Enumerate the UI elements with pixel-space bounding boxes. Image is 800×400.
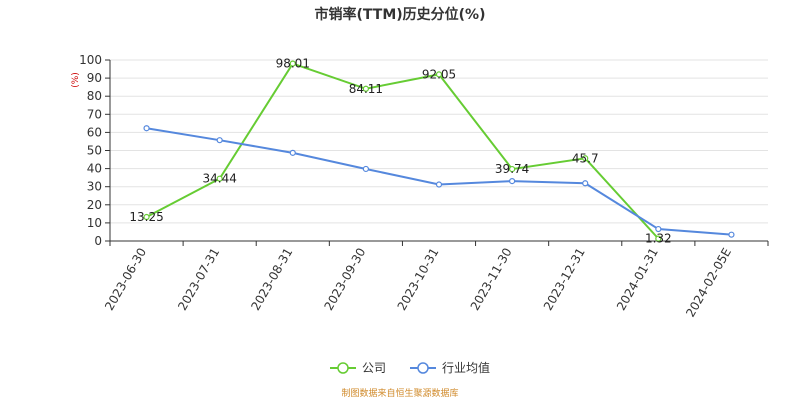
grid-lines — [110, 59, 768, 242]
x-tick-label: 2023-09-30 — [321, 246, 368, 313]
data-point — [362, 165, 369, 173]
data-point — [655, 225, 662, 233]
data-label: 34.44 — [202, 172, 236, 186]
data-label: 1.32 — [645, 232, 672, 246]
y-tick-label: 30 — [87, 180, 102, 194]
x-tick-label: 2024-02-05E — [683, 246, 734, 320]
data-point — [509, 165, 516, 173]
data-label: 92.05 — [422, 67, 456, 81]
x-tick-label: 2023-06-30 — [102, 246, 149, 313]
legend-label: 公司 — [362, 361, 386, 375]
legend-swatch-marker — [337, 362, 349, 374]
legend: 公司 行业均值 — [330, 360, 490, 375]
data-point — [435, 181, 443, 188]
data-point — [289, 60, 296, 67]
y-tick-label: 40 — [87, 162, 102, 176]
data-point — [435, 71, 443, 78]
y-axis-unit: (%) — [71, 72, 81, 88]
series-line — [146, 62, 660, 240]
y-tick-label: 60 — [87, 125, 102, 139]
x-tick-label: 2023-07-31 — [175, 246, 222, 313]
data-point — [143, 213, 150, 221]
x-tick-label: 2023-08-31 — [248, 246, 295, 313]
x-tick-label: 2023-12-31 — [541, 246, 588, 313]
data-point — [143, 125, 150, 132]
data-point — [728, 231, 735, 238]
x-axis: 2023-06-30 2023-07-31 2023-08-31 2023-09-30… — [102, 240, 769, 320]
data-point — [216, 137, 223, 144]
y-tick-label: 100 — [79, 53, 102, 67]
data-label: 84.11 — [349, 82, 383, 96]
y-axis: 0 10 20 30 40 50 60 70 80 90 100 — [79, 53, 111, 248]
legend-label: 行业均值 — [442, 360, 490, 375]
data-point — [362, 85, 369, 92]
data-point — [655, 235, 662, 242]
data-point — [582, 155, 589, 162]
y-tick-label: 0 — [94, 234, 102, 248]
x-tick-label: 2023-11-30 — [468, 246, 515, 313]
y-tick-label: 10 — [87, 216, 102, 230]
y-tick-label: 50 — [87, 144, 102, 158]
legend-swatch-marker — [417, 362, 429, 374]
data-point — [289, 149, 296, 156]
y-tick-label: 20 — [87, 198, 102, 212]
source-note: 制图数据来自恒生聚源数据库 — [341, 387, 458, 399]
series-layer: 13.25 34.44 98.01 84.11 92.05 39.74 45.7 1.32 — [129, 57, 735, 246]
data-point — [216, 175, 223, 182]
x-tick-label: 2024-01-31 — [614, 246, 661, 313]
y-tick-label: 70 — [87, 107, 102, 121]
data-label: 45.7 — [572, 151, 599, 165]
data-label: 39.74 — [495, 162, 529, 176]
chart-title: 市销率(TTM)历史分位(%) — [315, 6, 486, 23]
data-point — [582, 180, 589, 187]
data-label: 13.25 — [129, 210, 163, 224]
x-tick-label: 2023-10-31 — [395, 246, 442, 313]
y-tick-label: 80 — [87, 89, 102, 103]
data-point — [509, 177, 516, 185]
data-label: 98.01 — [276, 57, 310, 71]
y-tick-label: 90 — [87, 71, 102, 85]
